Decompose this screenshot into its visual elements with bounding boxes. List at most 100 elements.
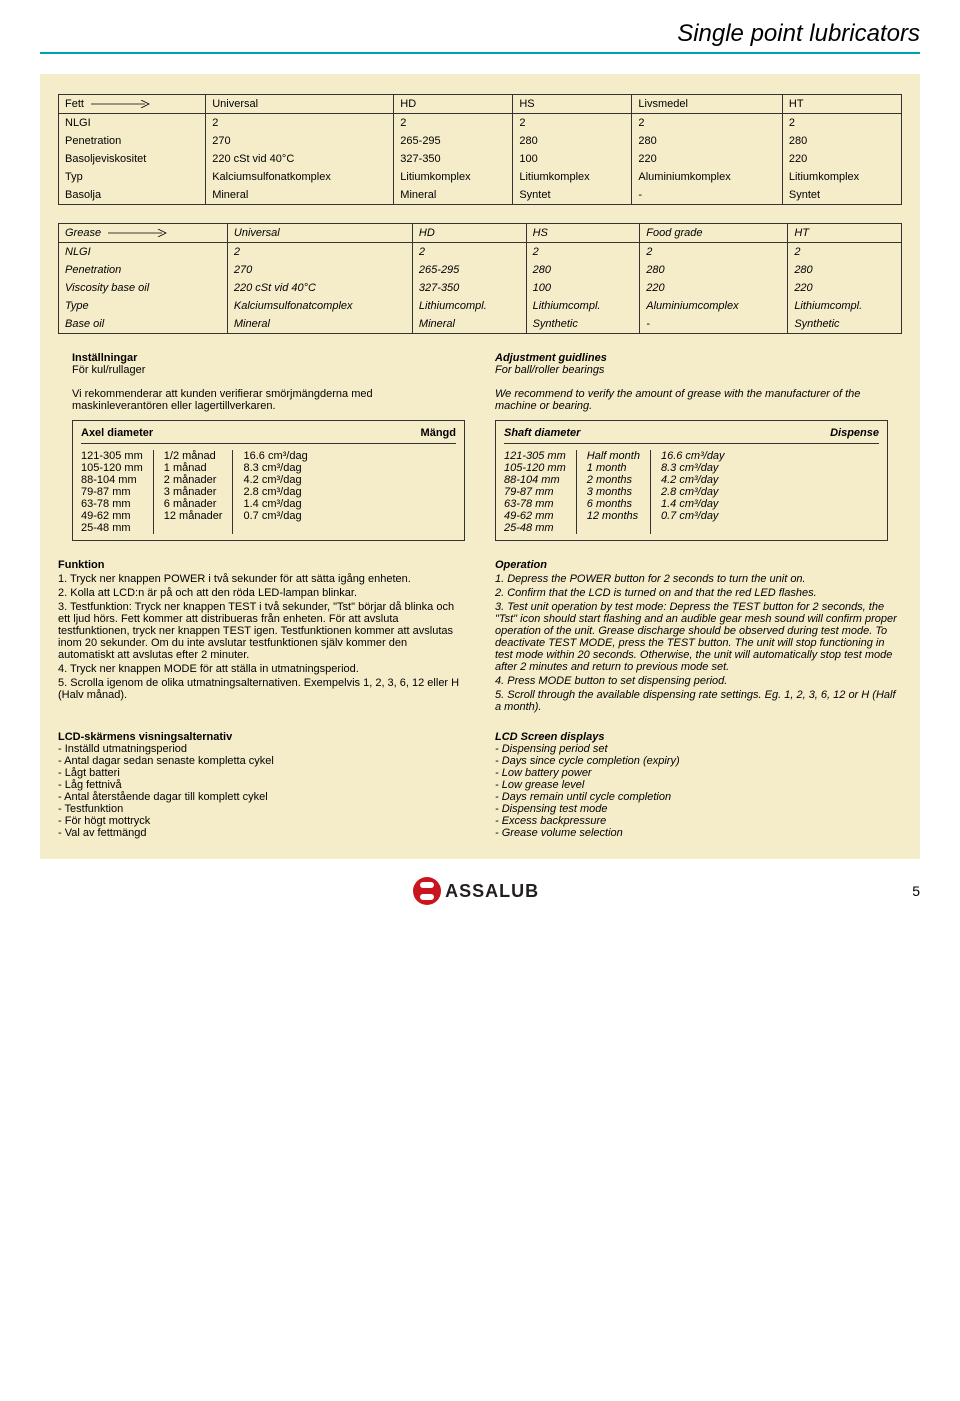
funktion-line: 3. Testfunktion: Tryck ner knappen TEST … bbox=[58, 601, 465, 661]
logo-icon bbox=[413, 877, 441, 905]
li: 8.3 cm³/dag bbox=[243, 462, 307, 474]
cell: - bbox=[640, 315, 788, 334]
lcd-en-title: LCD Screen displays bbox=[495, 731, 902, 743]
assalub-logo: ASSALUB bbox=[413, 877, 539, 905]
lcd-item: - Låg fettnivå bbox=[58, 779, 465, 791]
lcd-sv-title: LCD-skärmens visningsalternativ bbox=[58, 731, 465, 743]
lcd-item: - Antal återstående dagar till komplett … bbox=[58, 791, 465, 803]
tbl-sv-h2: HD bbox=[394, 95, 513, 114]
cell: Syntet bbox=[513, 186, 632, 205]
page-title: Single point lubricators bbox=[40, 20, 920, 48]
li: 0.7 cm³/dag bbox=[243, 510, 307, 522]
cell: 100 bbox=[513, 150, 632, 168]
cell: 265-295 bbox=[412, 261, 526, 279]
tbl-en-h3: HS bbox=[526, 224, 640, 243]
cell: 2 bbox=[782, 114, 901, 133]
li: 25-48 mm bbox=[504, 522, 566, 534]
cell: Mineral bbox=[394, 186, 513, 205]
lcd-row: LCD-skärmens visningsalternativ - Instäl… bbox=[58, 731, 902, 839]
lcd-item: - Dispensing test mode bbox=[495, 803, 902, 815]
tbl-en-h5: HT bbox=[788, 224, 902, 243]
li: 3 months bbox=[587, 486, 640, 498]
lcd-item: - Antal dagar sedan senaste kompletta cy… bbox=[58, 755, 465, 767]
cell: Litiumkomplex bbox=[394, 168, 513, 186]
li: 1 month bbox=[587, 462, 640, 474]
cell: Syntet bbox=[782, 186, 901, 205]
li: 6 månader bbox=[164, 498, 223, 510]
lcd-item: - Excess backpressure bbox=[495, 815, 902, 827]
cell: NLGI bbox=[59, 114, 206, 133]
cell: - bbox=[632, 186, 782, 205]
li: 63-78 mm bbox=[81, 498, 143, 510]
li: Half month bbox=[587, 450, 640, 462]
cell: 270 bbox=[206, 132, 394, 150]
operation-line: 4. Press MODE button to set dispensing p… bbox=[495, 675, 902, 687]
li: 88-104 mm bbox=[504, 474, 566, 486]
tbl-en-h4: Food grade bbox=[640, 224, 788, 243]
lcd-item: - Days since cycle completion (expiry) bbox=[495, 755, 902, 767]
li: 16.6 cm³/day bbox=[661, 450, 725, 462]
cell: 220 bbox=[788, 279, 902, 297]
operation-line: 2. Confirm that the LCD is turned on and… bbox=[495, 587, 902, 599]
cell: Basoljeviskositet bbox=[59, 150, 206, 168]
li: 121-305 mm bbox=[504, 450, 566, 462]
tbl-sv-h0: Fett bbox=[65, 98, 84, 110]
li: 79-87 mm bbox=[504, 486, 566, 498]
cell: Aluminiumcomplex bbox=[640, 297, 788, 315]
settings-sv-subtitle: För kul/rullager bbox=[72, 364, 465, 376]
operation-line: 5. Scroll through the available dispensi… bbox=[495, 689, 902, 713]
li: 25-48 mm bbox=[81, 522, 143, 534]
lcd-item: - Dispensing period set bbox=[495, 743, 902, 755]
cell: 2 bbox=[206, 114, 394, 133]
li: 79-87 mm bbox=[81, 486, 143, 498]
cell: NLGI bbox=[59, 243, 228, 262]
settings-en-title: Adjustment guidlines bbox=[495, 352, 888, 364]
settings-sv-desc: Vi rekommenderar att kunden verifierar s… bbox=[72, 388, 465, 412]
cell: 280 bbox=[782, 132, 901, 150]
cell: Mineral bbox=[412, 315, 526, 334]
header-rule bbox=[40, 52, 920, 54]
tbl-sv-h5: HT bbox=[782, 95, 901, 114]
lcd-item: - Inställd utmatningsperiod bbox=[58, 743, 465, 755]
col-amount: 16.6 cm³/day 8.3 cm³/day 4.2 cm³/day 2.8… bbox=[650, 450, 735, 534]
cell: 280 bbox=[632, 132, 782, 150]
col-period: 1/2 månad 1 månad 2 månader 3 månader 6 … bbox=[153, 450, 233, 534]
lcd-item: - Grease volume selection bbox=[495, 827, 902, 839]
li: 4.2 cm³/dag bbox=[243, 474, 307, 486]
li: 1.4 cm³/day bbox=[661, 498, 725, 510]
settings-en-desc: We recommend to verify the amount of gre… bbox=[495, 388, 888, 412]
operation-line: 3. Test unit operation by test mode: Dep… bbox=[495, 601, 902, 673]
cell: 2 bbox=[394, 114, 513, 133]
lcd-item: - Val av fettmängd bbox=[58, 827, 465, 839]
cell: 2 bbox=[412, 243, 526, 262]
grease-table-sv: Fett Universal HD HS Livsmedel HT NLGI22… bbox=[58, 94, 902, 205]
lcd-item: - Lågt batteri bbox=[58, 767, 465, 779]
box-h1: Axel diameter bbox=[81, 427, 153, 439]
page-number: 5 bbox=[912, 883, 920, 899]
funktion-line: 4. Tryck ner knappen MODE för att ställa… bbox=[58, 663, 465, 675]
cell: 2 bbox=[632, 114, 782, 133]
li: 49-62 mm bbox=[81, 510, 143, 522]
tbl-en-h0: Grease bbox=[65, 227, 101, 239]
arrow-icon bbox=[108, 229, 168, 237]
tbl-sv-h3: HS bbox=[513, 95, 632, 114]
lcd-item: - Testfunktion bbox=[58, 803, 465, 815]
cell: 280 bbox=[513, 132, 632, 150]
li: 16.6 cm³/dag bbox=[243, 450, 307, 462]
logo-text: ASSALUB bbox=[445, 881, 539, 902]
cell: Kalciumsulfonatcomplex bbox=[227, 297, 412, 315]
li: 1/2 månad bbox=[164, 450, 223, 462]
function-row: Funktion 1. Tryck ner knappen POWER i tv… bbox=[58, 559, 902, 715]
col-amount: 16.6 cm³/dag 8.3 cm³/dag 4.2 cm³/dag 2.8… bbox=[232, 450, 317, 534]
lcd-item: - Days remain until cycle completion bbox=[495, 791, 902, 803]
settings-sv-title: Inställningar bbox=[72, 352, 465, 364]
cell: 220 bbox=[640, 279, 788, 297]
cell: 327-350 bbox=[394, 150, 513, 168]
cell: Penetration bbox=[59, 261, 228, 279]
shaft-box-en: Shaft diameterDispense 121-305 mm 105-12… bbox=[495, 420, 888, 541]
cell: Mineral bbox=[206, 186, 394, 205]
tbl-en-h1: Universal bbox=[227, 224, 412, 243]
cell: Type bbox=[59, 297, 228, 315]
cell: Kalciumsulfonatkomplex bbox=[206, 168, 394, 186]
operation-title: Operation bbox=[495, 559, 902, 571]
